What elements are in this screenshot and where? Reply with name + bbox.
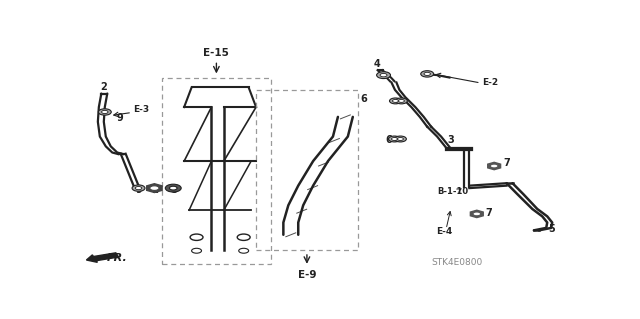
Circle shape <box>237 234 250 241</box>
Text: 7: 7 <box>503 158 510 167</box>
Text: 6: 6 <box>360 94 367 104</box>
Circle shape <box>239 248 249 253</box>
Text: 7: 7 <box>486 208 492 218</box>
Circle shape <box>473 212 481 216</box>
Polygon shape <box>470 210 483 218</box>
Circle shape <box>490 164 498 168</box>
Text: 4: 4 <box>373 59 380 69</box>
Circle shape <box>397 137 403 140</box>
Circle shape <box>399 100 404 102</box>
Text: 1: 1 <box>152 185 159 195</box>
Circle shape <box>376 72 390 78</box>
Circle shape <box>396 98 408 104</box>
Bar <box>162 78 271 264</box>
Circle shape <box>170 186 177 190</box>
Text: E-3: E-3 <box>134 105 150 114</box>
Text: E-9: E-9 <box>298 271 316 280</box>
Text: 9: 9 <box>116 113 123 122</box>
Text: 6: 6 <box>385 135 392 145</box>
Text: STK4E0800: STK4E0800 <box>431 258 483 268</box>
Circle shape <box>165 184 181 192</box>
Circle shape <box>420 71 434 77</box>
Circle shape <box>392 100 399 102</box>
Circle shape <box>388 136 401 142</box>
Polygon shape <box>147 184 162 193</box>
Text: 8: 8 <box>171 185 178 195</box>
Circle shape <box>191 248 202 253</box>
Circle shape <box>132 185 145 191</box>
Bar <box>256 90 358 249</box>
Circle shape <box>424 72 431 76</box>
Circle shape <box>190 234 203 241</box>
Circle shape <box>99 109 111 115</box>
Circle shape <box>380 73 387 77</box>
Text: 5: 5 <box>548 224 555 234</box>
Text: E-4: E-4 <box>436 226 452 235</box>
Circle shape <box>394 136 406 142</box>
Text: 2: 2 <box>100 82 107 92</box>
Text: FR.: FR. <box>107 253 127 263</box>
Text: B-1-10: B-1-10 <box>437 187 468 196</box>
Circle shape <box>102 110 108 114</box>
Circle shape <box>150 186 159 190</box>
FancyArrow shape <box>86 253 118 262</box>
Text: 9: 9 <box>135 185 142 195</box>
Text: E-2: E-2 <box>482 78 498 87</box>
Circle shape <box>135 187 141 190</box>
Circle shape <box>392 137 397 140</box>
Circle shape <box>390 98 401 104</box>
Text: E-15: E-15 <box>204 48 229 58</box>
Polygon shape <box>488 162 500 170</box>
Text: 3: 3 <box>447 135 454 145</box>
